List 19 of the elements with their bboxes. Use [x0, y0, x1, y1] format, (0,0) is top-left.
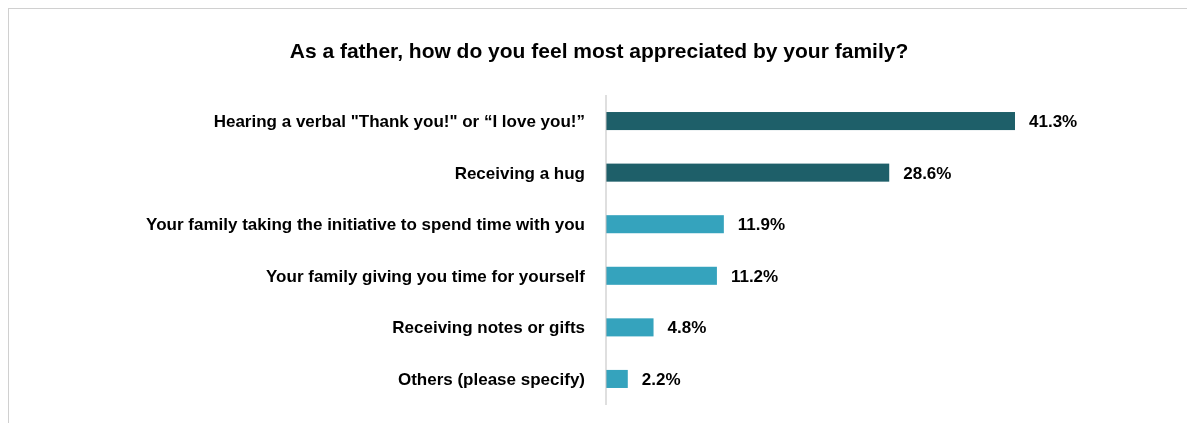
chart-title: As a father, how do you feel most appreciated by your family?	[289, 39, 909, 62]
y-tick-label: Receiving notes or gifts	[392, 318, 585, 338]
y-tick-label: Your family taking the initiative to spend time with you	[146, 215, 585, 235]
y-tick-label: Receiving a hug	[454, 163, 585, 183]
bar	[606, 369, 628, 388]
y-tick-label: Hearing a verbal "Thank you!" or “I love you!”	[213, 112, 585, 131]
bar	[606, 163, 890, 182]
bar	[606, 215, 724, 234]
data-label: 41.3%	[1029, 112, 1078, 131]
bar	[606, 266, 717, 285]
data-label: 11.9%	[737, 215, 786, 235]
y-tick-label: Your family giving you time for yourself	[266, 266, 586, 286]
data-label: 4.8%	[667, 318, 707, 338]
bar	[606, 318, 654, 337]
data-label: 2.2%	[641, 369, 681, 389]
data-label: 11.2%	[730, 266, 779, 286]
bar	[606, 112, 1015, 131]
data-label: 28.6%	[903, 163, 952, 183]
y-tick-label: Others (please specify)	[397, 369, 585, 389]
